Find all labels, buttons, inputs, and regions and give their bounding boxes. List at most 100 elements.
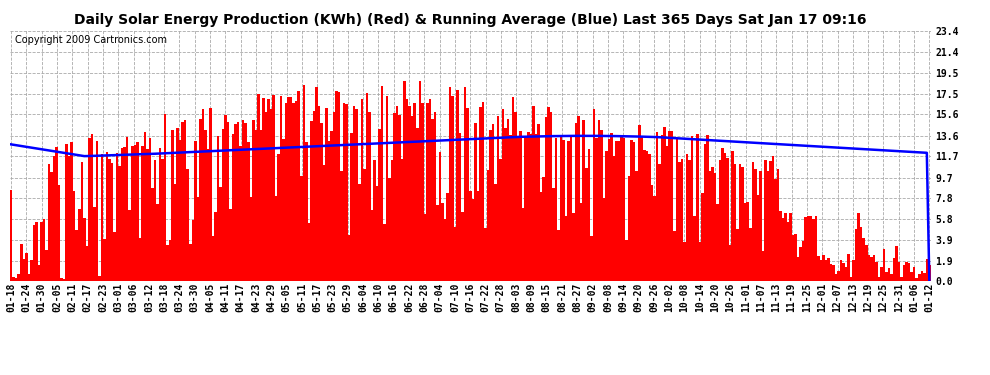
Bar — [282, 139, 285, 281]
Bar — [805, 217, 807, 281]
Bar — [267, 99, 269, 281]
Bar — [928, 266, 931, 281]
Bar — [676, 138, 678, 281]
Bar — [166, 245, 169, 281]
Bar — [797, 257, 800, 281]
Bar — [91, 134, 93, 281]
Bar — [749, 228, 751, 281]
Bar — [582, 120, 585, 281]
Bar — [867, 255, 870, 281]
Bar — [605, 151, 608, 281]
Bar — [618, 141, 621, 281]
Bar — [660, 135, 663, 281]
Bar — [688, 160, 691, 281]
Bar — [600, 130, 603, 281]
Bar — [124, 147, 126, 281]
Bar — [252, 120, 254, 281]
Bar — [292, 103, 295, 281]
Bar — [875, 262, 877, 281]
Bar — [686, 154, 688, 281]
Bar — [729, 245, 732, 281]
Bar — [55, 147, 57, 281]
Bar — [65, 144, 68, 281]
Bar — [254, 130, 257, 281]
Bar — [820, 260, 822, 281]
Bar — [520, 131, 522, 281]
Bar — [900, 277, 903, 281]
Bar — [916, 278, 918, 281]
Bar — [153, 160, 156, 281]
Bar — [570, 135, 572, 281]
Bar — [338, 92, 341, 281]
Bar — [766, 171, 769, 281]
Bar — [732, 151, 734, 281]
Bar — [63, 279, 65, 281]
Bar — [303, 85, 305, 281]
Title: Daily Solar Energy Production (KWh) (Red) & Running Average (Blue) Last 365 Days: Daily Solar Energy Production (KWh) (Red… — [74, 13, 866, 27]
Bar — [240, 146, 242, 281]
Bar — [761, 251, 764, 281]
Bar — [701, 193, 704, 281]
Bar — [474, 123, 476, 281]
Bar — [275, 196, 277, 281]
Bar — [497, 116, 499, 281]
Bar — [308, 223, 310, 281]
Bar — [75, 230, 78, 281]
Bar — [148, 138, 151, 281]
Bar — [347, 235, 350, 281]
Bar — [151, 188, 153, 281]
Bar — [186, 169, 189, 281]
Bar — [386, 96, 388, 281]
Bar — [297, 91, 300, 281]
Bar — [883, 249, 885, 281]
Bar — [593, 108, 595, 281]
Bar — [174, 183, 176, 281]
Bar — [742, 166, 743, 281]
Bar — [156, 204, 158, 281]
Bar — [830, 264, 833, 281]
Bar — [432, 118, 434, 281]
Bar — [287, 97, 290, 281]
Bar — [862, 238, 865, 281]
Bar — [393, 114, 396, 281]
Bar — [464, 87, 466, 281]
Bar — [817, 256, 820, 281]
Bar — [370, 210, 373, 281]
Bar — [540, 192, 543, 281]
Bar — [532, 106, 535, 281]
Bar — [461, 212, 464, 281]
Bar — [739, 164, 742, 281]
Bar — [722, 148, 724, 281]
Bar — [673, 231, 676, 281]
Bar — [893, 258, 895, 281]
Bar — [368, 112, 370, 281]
Bar — [800, 247, 802, 281]
Bar — [106, 152, 108, 281]
Bar — [280, 96, 282, 281]
Bar — [28, 274, 30, 281]
Bar — [885, 272, 888, 281]
Bar — [663, 127, 665, 281]
Bar — [179, 140, 181, 281]
Bar — [711, 167, 714, 281]
Bar — [921, 272, 923, 281]
Bar — [699, 242, 701, 281]
Bar — [194, 141, 197, 281]
Bar — [734, 164, 737, 281]
Bar — [716, 204, 719, 281]
Bar — [709, 171, 711, 281]
Bar — [774, 179, 777, 281]
Bar — [727, 158, 729, 281]
Bar — [459, 133, 461, 281]
Bar — [782, 218, 784, 281]
Bar — [101, 154, 103, 281]
Bar — [383, 224, 386, 281]
Bar — [610, 133, 613, 281]
Bar — [554, 138, 557, 281]
Bar — [295, 101, 297, 281]
Bar — [794, 234, 797, 281]
Bar — [325, 108, 328, 281]
Bar — [98, 276, 101, 281]
Bar — [751, 162, 754, 281]
Bar — [585, 168, 587, 281]
